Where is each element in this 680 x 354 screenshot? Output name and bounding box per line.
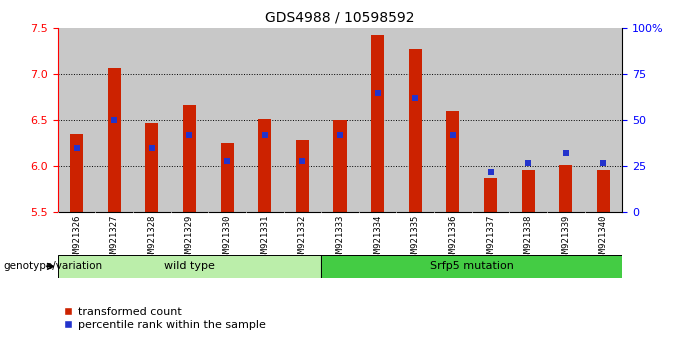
Bar	[70, 134, 83, 212]
Point	[372, 90, 383, 96]
Text: GSM921331: GSM921331	[260, 215, 269, 263]
Text: GSM921334: GSM921334	[373, 215, 382, 263]
Bar	[133, 28, 171, 212]
Text: GSM921337: GSM921337	[486, 215, 495, 263]
Bar	[396, 28, 434, 212]
Text: GSM921338: GSM921338	[524, 215, 532, 263]
Bar	[220, 143, 234, 212]
Point	[71, 145, 82, 151]
Point	[109, 118, 120, 123]
Bar	[472, 28, 509, 212]
Bar	[359, 28, 396, 212]
Point	[146, 145, 157, 151]
Bar	[321, 28, 359, 212]
Bar	[258, 119, 271, 212]
Point	[222, 158, 233, 164]
Bar	[522, 170, 534, 212]
Text: GSM921330: GSM921330	[222, 215, 232, 263]
Text: GSM921336: GSM921336	[448, 215, 458, 263]
Bar	[296, 140, 309, 212]
Text: genotype/variation: genotype/variation	[3, 261, 103, 271]
Bar	[484, 178, 497, 212]
Text: GSM921339: GSM921339	[561, 215, 571, 263]
Bar	[559, 165, 573, 212]
Point	[410, 96, 421, 101]
Bar	[321, 255, 622, 278]
Bar	[58, 255, 321, 278]
Legend: transformed count, percentile rank within the sample: transformed count, percentile rank withi…	[63, 307, 266, 330]
Bar	[183, 105, 196, 212]
Text: GSM921333: GSM921333	[335, 215, 345, 263]
Bar	[547, 28, 585, 212]
Bar	[585, 28, 622, 212]
Bar	[333, 120, 347, 212]
Text: GSM921326: GSM921326	[72, 215, 81, 263]
Bar	[371, 35, 384, 212]
Point	[598, 160, 609, 166]
Bar	[171, 28, 208, 212]
Bar	[284, 28, 321, 212]
Text: wild type: wild type	[164, 261, 215, 272]
Point	[335, 132, 345, 138]
Point	[485, 169, 496, 175]
Bar	[208, 28, 246, 212]
Point	[560, 151, 571, 156]
Text: GSM921328: GSM921328	[148, 215, 156, 263]
Text: GSM921327: GSM921327	[109, 215, 119, 263]
Bar	[446, 111, 460, 212]
Point	[259, 132, 270, 138]
Bar	[434, 28, 472, 212]
Point	[523, 160, 534, 166]
Text: GSM921329: GSM921329	[185, 215, 194, 263]
Bar	[95, 28, 133, 212]
Point	[297, 158, 308, 164]
Text: GDS4988 / 10598592: GDS4988 / 10598592	[265, 11, 415, 25]
Text: Srfp5 mutation: Srfp5 mutation	[430, 261, 513, 272]
Bar	[58, 28, 95, 212]
Point	[447, 132, 458, 138]
Bar	[409, 48, 422, 212]
Bar	[597, 170, 610, 212]
Bar	[246, 28, 284, 212]
Text: GSM921340: GSM921340	[599, 215, 608, 263]
Text: GSM921335: GSM921335	[411, 215, 420, 263]
Bar	[509, 28, 547, 212]
Bar	[146, 123, 158, 212]
Text: GSM921332: GSM921332	[298, 215, 307, 263]
Point	[184, 132, 195, 138]
Bar	[107, 68, 121, 212]
